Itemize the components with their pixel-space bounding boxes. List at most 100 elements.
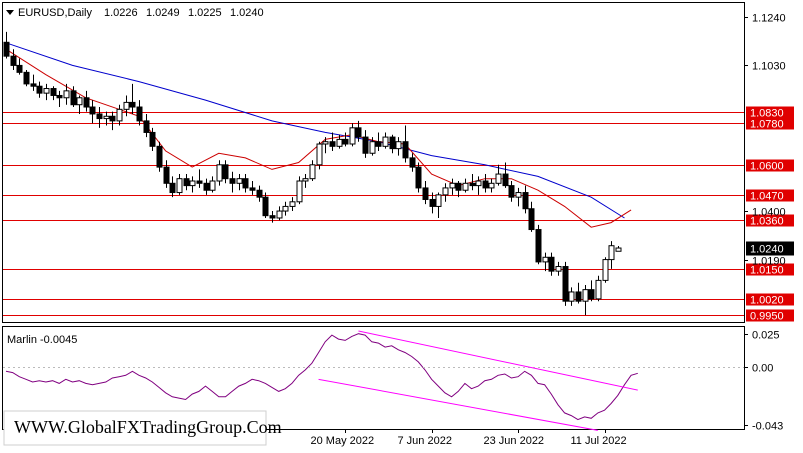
candle-body[interactable] (183, 178, 190, 187)
candle-body[interactable] (429, 198, 436, 207)
candle-body[interactable] (236, 178, 243, 184)
candle-body[interactable] (109, 115, 116, 122)
candle-body[interactable] (462, 182, 469, 191)
candle-body[interactable] (349, 127, 356, 145)
candle-body[interactable] (548, 256, 555, 272)
y-tick-label: 1.1240 (752, 13, 786, 25)
candle-body[interactable] (10, 55, 17, 66)
candle-body[interactable] (63, 90, 70, 99)
candle-body[interactable] (535, 229, 542, 263)
candle-body[interactable] (96, 113, 103, 120)
candle-body[interactable] (588, 289, 595, 300)
candle-body[interactable] (329, 141, 336, 147)
candle-body[interactable] (395, 141, 402, 150)
candle-body[interactable] (568, 291, 575, 302)
level-label: 1.0600 (750, 161, 784, 173)
candle-body[interactable] (163, 166, 170, 184)
candle-body[interactable] (16, 64, 23, 73)
candle-body[interactable] (70, 90, 77, 106)
candle-body[interactable] (522, 192, 529, 210)
level-label: 1.0150 (750, 265, 784, 277)
candle-body[interactable] (602, 259, 609, 281)
candle-body[interactable] (156, 145, 163, 168)
candle-body[interactable] (442, 187, 449, 196)
candle-body[interactable] (362, 136, 369, 154)
candle-body[interactable] (242, 178, 249, 189)
candle-body[interactable] (262, 196, 269, 217)
candle-body[interactable] (30, 83, 37, 87)
candle-body[interactable] (475, 180, 482, 187)
candle-body[interactable] (615, 247, 622, 252)
candle-body[interactable] (216, 164, 223, 182)
candle-body[interactable] (562, 266, 569, 302)
candle-body[interactable] (482, 180, 489, 189)
candle-body[interactable] (528, 208, 535, 231)
candle-body[interactable] (402, 141, 409, 159)
oscillator-layer (3, 330, 744, 431)
candle-body[interactable] (342, 138, 349, 145)
candle-body[interactable] (302, 178, 309, 182)
candle-body[interactable] (582, 289, 589, 302)
candle-body[interactable] (50, 88, 57, 96)
candle-body[interactable] (149, 131, 156, 147)
candle-body[interactable] (542, 256, 549, 263)
candle-body[interactable] (136, 106, 143, 122)
candle-body[interactable] (469, 182, 476, 187)
candle-body[interactable] (508, 185, 515, 198)
candle-body[interactable] (488, 182, 495, 189)
candle-body[interactable] (495, 173, 502, 184)
y-tick-label: 1.0190 (752, 256, 786, 268)
candle-body[interactable] (116, 108, 123, 122)
candle-body[interactable] (435, 194, 442, 207)
candle-body[interactable] (608, 245, 615, 261)
dropdown-triangle-icon[interactable] (6, 10, 14, 15)
candle-body[interactable] (196, 180, 203, 184)
candle-body[interactable] (336, 138, 343, 147)
candle-body[interactable] (256, 189, 263, 198)
candle-body[interactable] (555, 266, 562, 272)
candle-body[interactable] (289, 201, 296, 207)
candle-body[interactable] (123, 101, 130, 110)
candle-body[interactable] (89, 106, 96, 115)
candle-body[interactable] (169, 182, 176, 194)
candle-body[interactable] (36, 85, 43, 94)
candle-body[interactable] (276, 210, 283, 219)
candle-body[interactable] (83, 97, 90, 108)
candle-body[interactable] (56, 94, 63, 99)
candle-body[interactable] (322, 141, 329, 145)
candle-body[interactable] (316, 143, 323, 166)
candle-body[interactable] (389, 136, 396, 150)
candle-body[interactable] (222, 164, 229, 180)
candle-body[interactable] (23, 71, 30, 85)
candle-body[interactable] (515, 192, 522, 198)
candle-body[interactable] (282, 205, 289, 212)
candle-body[interactable] (382, 136, 389, 147)
candle-body[interactable] (76, 97, 83, 106)
candle-body[interactable] (229, 178, 236, 184)
candle-body[interactable] (189, 180, 196, 187)
candle-body[interactable] (176, 178, 183, 194)
candle-body[interactable] (3, 41, 10, 57)
candle-body[interactable] (43, 88, 50, 94)
candle-body[interactable] (455, 182, 462, 191)
candle-body[interactable] (449, 182, 456, 189)
candle-body[interactable] (129, 101, 136, 108)
candle-body[interactable] (249, 187, 256, 191)
candle-body[interactable] (375, 141, 382, 147)
candle-body[interactable] (269, 215, 276, 219)
candle-body[interactable] (296, 180, 303, 203)
candle-body[interactable] (369, 141, 376, 154)
candle-body[interactable] (103, 115, 110, 120)
candle-body[interactable] (209, 180, 216, 191)
candle-body[interactable] (415, 166, 422, 189)
candle-body[interactable] (203, 182, 210, 191)
candle-body[interactable] (409, 157, 416, 168)
candle-body[interactable] (143, 120, 150, 133)
candle-body[interactable] (355, 127, 362, 138)
candle-body[interactable] (422, 187, 429, 200)
candle-body[interactable] (309, 164, 316, 180)
candle-body[interactable] (502, 173, 509, 187)
candle-body[interactable] (575, 291, 582, 302)
candle-body[interactable] (595, 279, 602, 300)
